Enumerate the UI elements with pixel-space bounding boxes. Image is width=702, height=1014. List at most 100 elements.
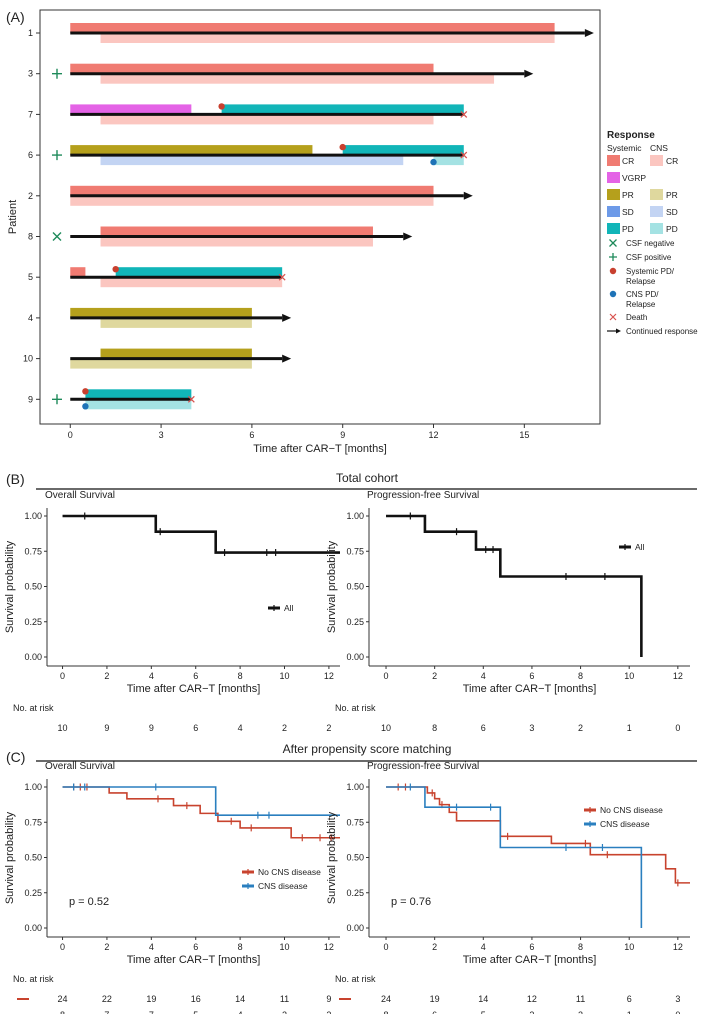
km-y-tick-label: 0.75 — [346, 817, 364, 827]
cns-response-bar — [100, 318, 252, 328]
km-p-value: p = 0.76 — [391, 896, 431, 908]
swimmer-plot-frame — [39, 9, 601, 425]
cns-response-bar — [100, 278, 283, 288]
cns-response-bar — [100, 156, 404, 166]
csf-positive-marker — [52, 394, 62, 405]
risk-count: 5 — [193, 1010, 198, 1014]
systemic-response-bar — [100, 226, 373, 237]
km-x-label: Time after CAR−T [months] — [127, 954, 261, 966]
km-legend-label: No CNS disease — [600, 805, 663, 815]
km-legend-label: No CNS disease — [258, 867, 321, 877]
km-x-tick-label: 10 — [624, 942, 634, 952]
patient-label: 10 — [23, 354, 33, 364]
risk-count: 10 — [58, 723, 68, 733]
cns-response-bar — [100, 34, 555, 43]
cns-response-bar — [85, 400, 192, 410]
legend-systemic-swatch — [607, 189, 620, 200]
systemic-response-bar — [85, 389, 192, 400]
km-psm-pfs: Progression-free Survival 0.00 0.25 0.50 0.7… — [326, 761, 690, 1014]
systemic-response-bar — [70, 185, 434, 196]
swimmer-x-tick-label: 3 — [159, 430, 164, 440]
systemic-relapse-marker — [218, 103, 225, 110]
cns-response-bar — [100, 74, 495, 84]
legend-systemic-swatch — [607, 172, 620, 183]
legend-symbol-label: Relapse — [626, 300, 656, 309]
continued-response-arrow — [463, 191, 473, 200]
swimmer-x-tick-label: 0 — [68, 430, 73, 440]
risk-count: 8 — [384, 1010, 389, 1014]
legend-csf-negative-symbol — [609, 239, 617, 247]
km-x-tick-label: 8 — [238, 671, 243, 681]
km-curve — [386, 786, 690, 884]
km-y-tick-label: 0.25 — [24, 888, 42, 898]
patient-label: 9 — [28, 394, 33, 404]
km-x-tick-label: 12 — [324, 942, 334, 952]
legend-cns-label: SD — [666, 207, 678, 217]
systemic-response-bar — [70, 267, 86, 278]
legend-systemic-relapse-symbol — [609, 267, 617, 275]
km-y-tick-label: 0.50 — [24, 582, 42, 592]
legend-symbol-label: CSF negative — [626, 239, 675, 248]
risk-count: 10 — [381, 723, 391, 733]
km-legend-label: All — [284, 603, 294, 613]
km-y-tick-label: 0.75 — [24, 817, 42, 827]
km-curve — [62, 786, 340, 839]
csf-positive-marker — [52, 150, 62, 161]
risk-count: 9 — [149, 723, 154, 733]
km-x-tick-label: 10 — [279, 671, 289, 681]
swimmer-y-label: Patient — [7, 200, 19, 234]
km-y-tick-label: 0.00 — [346, 652, 364, 662]
risk-count: 19 — [146, 994, 156, 1004]
death-marker — [460, 151, 468, 159]
risk-count: 0 — [675, 1010, 680, 1014]
risk-count: 12 — [527, 994, 537, 1004]
panel-label-c: (C) — [6, 749, 25, 765]
legend-systemic-swatch — [607, 206, 620, 217]
cns-response-bar — [70, 359, 252, 369]
legend-cns-swatch — [650, 223, 663, 234]
km-y-tick-label: 1.00 — [24, 782, 42, 792]
km-y-tick-label: 0.50 — [24, 853, 42, 863]
risk-table-label: No. at risk — [13, 703, 54, 713]
response-legend: Response Systemic CNS CR CR VGRP PR PR SD SD PD… — [607, 130, 698, 336]
risk-count: 24 — [58, 994, 68, 1004]
km-curve — [386, 786, 643, 928]
risk-count: 8 — [432, 723, 437, 733]
cns-relapse-marker — [430, 158, 437, 166]
km-x-tick-label: 0 — [384, 671, 389, 681]
swimmer-x-tick-label: 12 — [429, 430, 439, 440]
death-marker — [460, 110, 468, 118]
risk-count: 2 — [578, 723, 583, 733]
legend-title: Response — [607, 130, 655, 141]
swimmer-plot: Patient Time after CAR−T [months] 0 3 6 9 12… — [7, 9, 601, 455]
risk-count: 2 — [326, 723, 331, 733]
risk-count: 1 — [627, 1010, 632, 1014]
systemic-response-bar — [70, 104, 192, 115]
patient-label: 7 — [28, 109, 33, 119]
cns-relapse-marker — [82, 403, 89, 410]
risk-count: 8 — [60, 1010, 65, 1014]
km-y-tick-label: 0.75 — [346, 546, 364, 556]
panel-b-header: Total cohort — [36, 471, 697, 490]
risk-count: 0 — [675, 723, 680, 733]
risk-count: 6 — [193, 723, 198, 733]
panel-label-b: (B) — [6, 471, 25, 487]
km-legend-label: CNS disease — [600, 819, 650, 829]
systemic-response-bar — [70, 145, 313, 156]
legend-csf-positive-symbol — [609, 253, 617, 261]
km-x-label: Time after CAR−T [months] — [463, 954, 597, 966]
risk-count: 7 — [104, 1010, 109, 1014]
legend-col-systemic: Systemic — [607, 143, 642, 153]
km-total-os: Overall Survival 0.00 0.25 0.50 0.75 1.00 0 2 4 6… — [4, 490, 340, 733]
km-x-tick-label: 12 — [324, 671, 334, 681]
legend-systemic-label: PD — [622, 224, 634, 234]
risk-count: 4 — [238, 723, 243, 733]
km-y-tick-label: 0.00 — [24, 923, 42, 933]
km-x-tick-label: 0 — [384, 942, 389, 952]
csf-positive-marker — [52, 68, 62, 79]
risk-count: 2 — [578, 1010, 583, 1014]
patient-label: 6 — [28, 150, 33, 160]
km-x-tick-label: 10 — [279, 942, 289, 952]
legend-arrow-head — [616, 328, 621, 334]
